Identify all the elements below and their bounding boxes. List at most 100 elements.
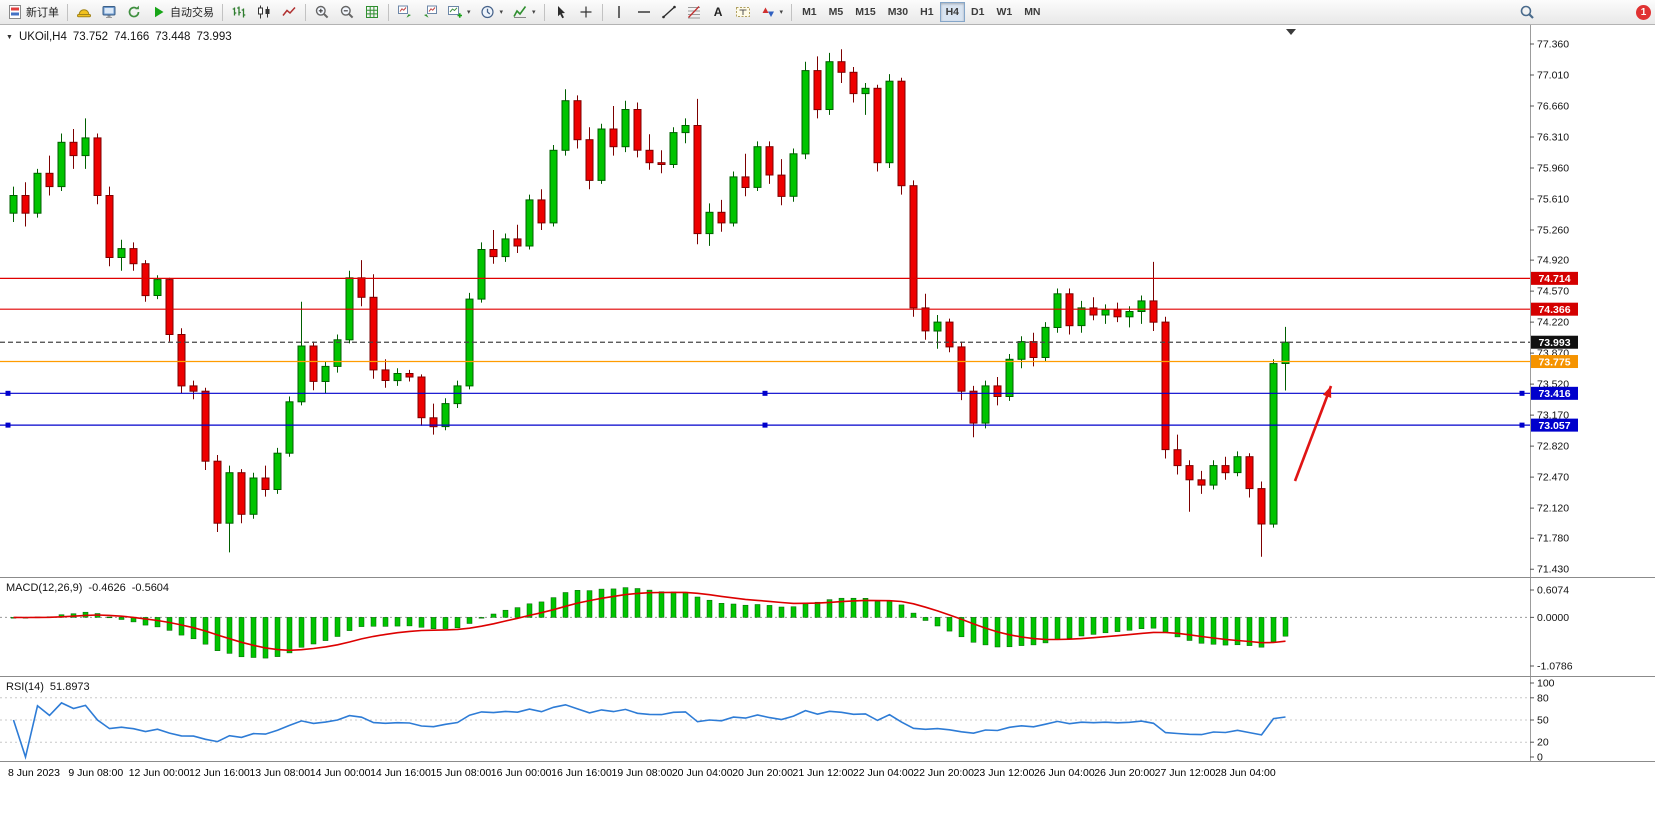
timeframe-m30-button[interactable]: M30 (882, 2, 914, 22)
panel-separator[interactable] (0, 577, 1655, 578)
crosshair-icon (580, 6, 592, 18)
bar-chart-button[interactable] (227, 2, 251, 23)
svg-text:75.610: 75.610 (1537, 194, 1569, 206)
arrow-annotation[interactable] (1293, 385, 1333, 482)
timeframe-group: M1 M5 M15 M30 H1 H4 D1 W1 MN (796, 2, 1046, 22)
main-toolbar: 新订单 自动交 (0, 0, 1655, 25)
macd-panel[interactable]: 0.6074 0.0000 -1.0786 (0, 578, 1655, 676)
svg-text:73.057: 73.057 (1538, 420, 1570, 432)
rsi-panel[interactable]: 100 80 50 20 0 (0, 677, 1655, 761)
price-axis[interactable] (1531, 25, 1655, 762)
grid-icon (366, 6, 378, 18)
macd-histogram (10, 587, 1289, 659)
svg-text:73.170: 73.170 (1537, 410, 1569, 422)
svg-text:20: 20 (1537, 737, 1549, 749)
time-axis-label: 9 Jun 08:00 (68, 767, 124, 779)
trendline-icon (661, 5, 676, 19)
tile-windows-button[interactable] (393, 2, 417, 23)
time-axis-label: 15 Jun 08:00 (430, 767, 492, 779)
toolbar-separator (791, 3, 793, 21)
time-axis-label: 8 Jun 2023 (8, 767, 60, 779)
fibonacci-tool-button[interactable] (682, 2, 706, 23)
cursor-tool-button[interactable] (549, 2, 573, 23)
time-axis-label: 14 Jun 00:00 (309, 767, 371, 779)
timeframe-m15-button[interactable]: M15 (849, 2, 881, 22)
cascade-windows-button[interactable] (418, 2, 442, 23)
toolbar-separator (388, 3, 389, 21)
svg-text:77.360: 77.360 (1537, 39, 1569, 51)
candlestick-chart-button[interactable] (252, 2, 276, 23)
text-label-tool-button[interactable] (731, 2, 755, 23)
timeframe-h1-button[interactable]: H1 (914, 2, 939, 22)
svg-text:73.416: 73.416 (1538, 388, 1570, 400)
svg-text:74.366: 74.366 (1538, 304, 1570, 316)
cursor-icon (557, 6, 565, 19)
vertical-line-icon (617, 6, 620, 18)
svg-text:72.120: 72.120 (1537, 503, 1569, 515)
refresh-button[interactable] (122, 2, 146, 23)
panel-separator[interactable] (0, 761, 1655, 762)
indicators-dropdown[interactable]: ▾ (508, 2, 540, 23)
horizontal-level-lines[interactable]: 74.714 74.366 73.993 73.775 73.416 73.057 (0, 271, 1578, 432)
zoom-out-button[interactable] (335, 2, 359, 23)
new-chart-dropdown[interactable]: ▾ (443, 2, 475, 23)
chart-menu-arrow-icon[interactable]: ▼ (6, 34, 13, 41)
horizontal-line-tool-button[interactable] (632, 2, 656, 23)
zoom-in-icon (315, 5, 329, 19)
notification-badge[interactable]: 1 (1636, 4, 1651, 20)
candles (9, 49, 1290, 557)
svg-text:71.780: 71.780 (1537, 533, 1569, 545)
line-chart-button[interactable] (277, 2, 301, 23)
timeframe-m1-button[interactable]: M1 (796, 2, 823, 22)
crosshair-tool-button[interactable] (574, 2, 598, 23)
zoom-in-button[interactable] (310, 2, 334, 23)
svg-text:0.6074: 0.6074 (1537, 585, 1569, 597)
timeframe-mn-button[interactable]: MN (1018, 2, 1046, 22)
arrows-tool-dropdown[interactable]: ▾ (756, 2, 788, 23)
search-button[interactable] (1515, 2, 1539, 23)
svg-text:71.430: 71.430 (1537, 564, 1569, 576)
symbol-period-label: UKOil,H4 (18, 31, 67, 43)
timeframe-h4-button[interactable]: H4 (939, 2, 965, 22)
macd-main-value: -0.4626 (88, 582, 126, 594)
panel-separator[interactable] (0, 676, 1655, 677)
time-axis-label: 14 Jun 16:00 (370, 767, 431, 779)
price-chart-panel[interactable]: 77.360 77.010 76.660 76.310 75.960 75.610 75.2… (0, 26, 1655, 578)
timeframe-w1-button[interactable]: W1 (990, 2, 1018, 22)
svg-text:72.470: 72.470 (1537, 472, 1569, 484)
text-tool-button[interactable]: A (707, 2, 730, 23)
new-chart-icon (448, 6, 462, 18)
vertical-line-tool-button[interactable] (607, 2, 631, 23)
rsi-name: RSI(14) (6, 681, 44, 693)
svg-text:73.775: 73.775 (1538, 356, 1570, 368)
time-axis-label: 22 Jun 04:00 (852, 767, 914, 779)
fibonacci-icon (687, 6, 700, 19)
grid-button[interactable] (360, 2, 384, 23)
svg-text:80: 80 (1537, 692, 1549, 704)
svg-text:73.993: 73.993 (1538, 337, 1570, 349)
text-label-icon (735, 7, 750, 17)
timeframe-d1-button[interactable]: D1 (965, 2, 990, 22)
metaeditor-hat-icon (77, 9, 91, 18)
time-axis-label: 26 Jun 04:00 (1033, 767, 1095, 779)
svg-text:74.714: 74.714 (1538, 273, 1570, 285)
time-axis[interactable]: 8 Jun 2023 9 Jun 08:00 12 Jun 00:00 12 Jun … (0, 762, 1655, 788)
trendline-tool-button[interactable] (657, 2, 681, 23)
metaeditor-button[interactable] (72, 2, 96, 23)
terminal-button[interactable] (97, 2, 121, 23)
time-axis-label: 23 Jun 12:00 (973, 767, 1035, 779)
line-chart-icon (282, 6, 296, 16)
new-order-button[interactable]: 新订单 (3, 2, 63, 23)
chart-shift-marker-icon[interactable] (1286, 29, 1296, 35)
chart-period-dropdown[interactable]: ▾ (476, 2, 508, 23)
time-axis-label: 20 Jun 20:00 (732, 767, 793, 779)
autotrading-button[interactable]: 自动交易 (147, 2, 218, 23)
rsi-value: 51.8973 (49, 681, 90, 693)
time-axis-label: 28 Jun 04:00 (1215, 767, 1276, 779)
rsi-line (12, 701, 1286, 760)
chart-title: ▼ UKOil,H4 73.752 74.166 73.448 73.993 (6, 31, 232, 43)
indicators-icon (513, 6, 527, 18)
timeframe-m5-button[interactable]: M5 (823, 2, 850, 22)
macd-signal-value: -0.5604 (131, 582, 170, 594)
svg-text:-1.0786: -1.0786 (1537, 661, 1573, 673)
